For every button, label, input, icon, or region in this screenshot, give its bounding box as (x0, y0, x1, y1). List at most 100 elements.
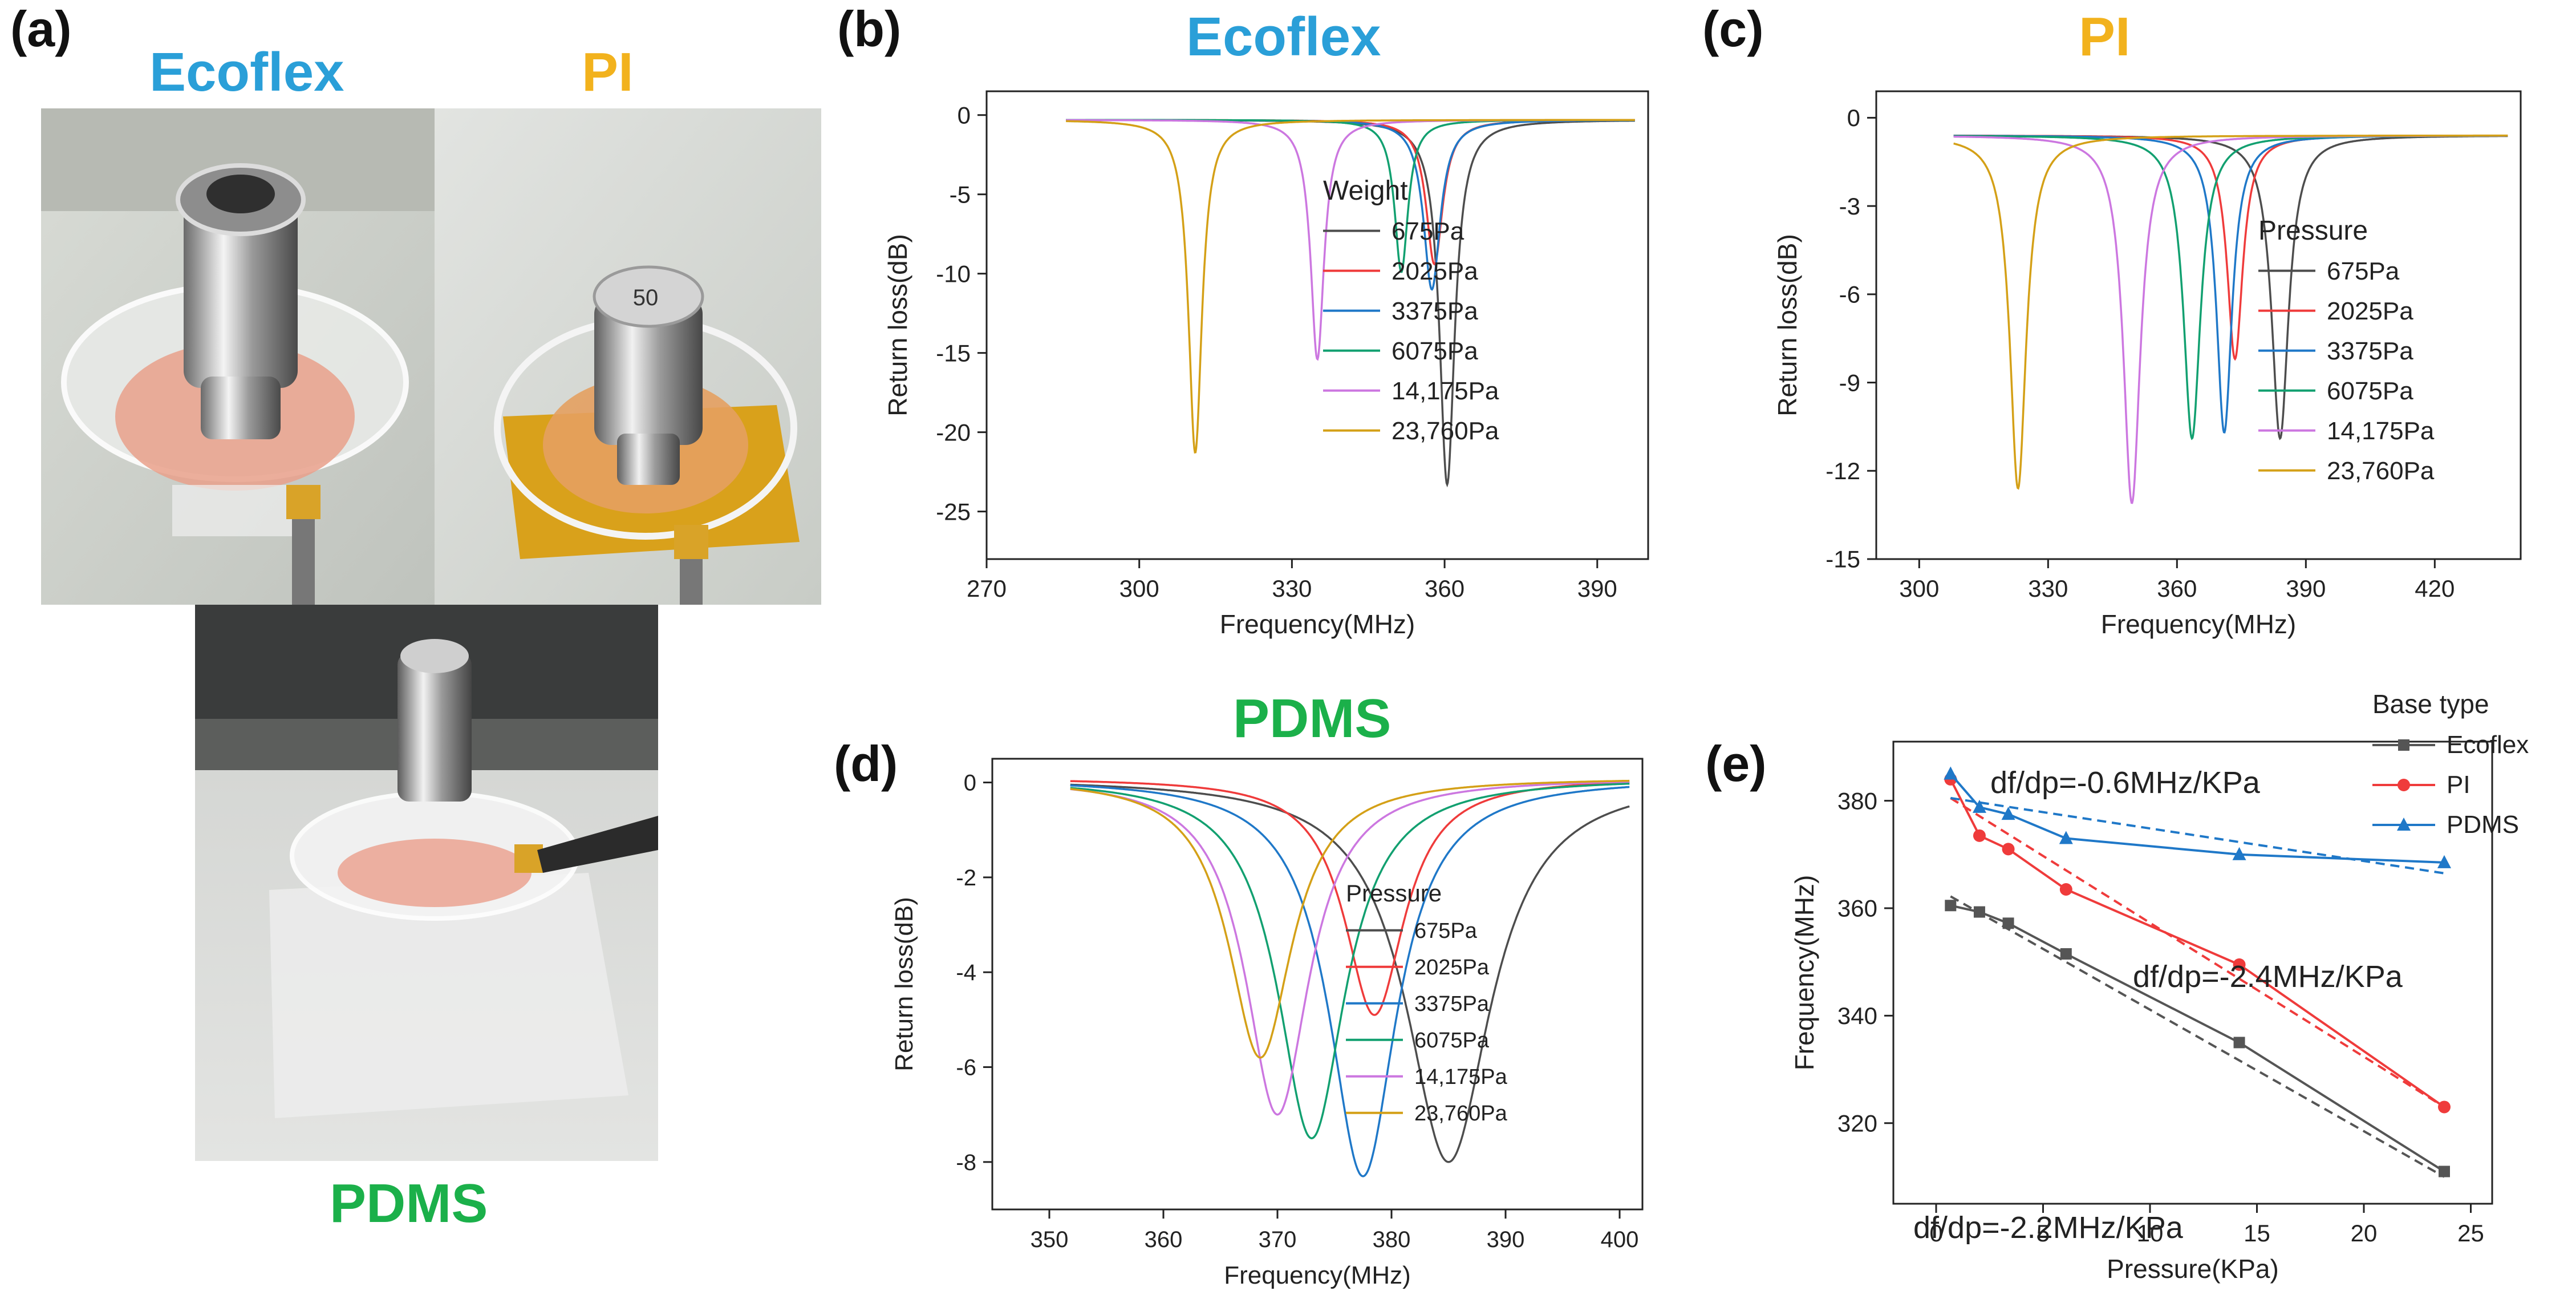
chart-c-x-tick-label: 390 (2286, 575, 2326, 602)
chart-d-y-tick-label: -8 (956, 1150, 976, 1175)
chart-d-x-tick-label: 390 (1487, 1227, 1525, 1252)
chart-e-legend-marker (2397, 818, 2411, 831)
photo-title-pi: PI (582, 42, 634, 103)
chart-d-x-tick-label: 350 (1031, 1227, 1069, 1252)
chart-b-legend-label: 675Pa (1392, 217, 1465, 245)
photo-pdms (195, 605, 658, 1161)
chart-d-x-tick-label: 380 (1373, 1227, 1411, 1252)
chart-b-x-axis-label: Frequency(MHz) (1220, 609, 1415, 639)
chart-e-series-line (1949, 779, 2445, 1108)
chart-b-x-tick-label: 360 (1425, 575, 1465, 602)
chart-b-y-tick-label: -15 (936, 339, 971, 366)
chart-b-x-tick-label: 300 (1119, 575, 1159, 602)
chart-e-x-tick-label: 25 (2457, 1220, 2484, 1247)
chart-e-y-tick-label: 320 (1837, 1110, 1877, 1136)
chart-e-x-tick-label: 20 (2351, 1220, 2378, 1247)
chart-c-y-tick-label: -3 (1839, 193, 1860, 220)
chart-e-y-tick-label: 380 (1837, 787, 1877, 814)
chart-e-series-line (1949, 773, 2445, 864)
chart-e-legend-label: PI (2447, 771, 2470, 799)
chart-e-x-tick-label: 5 (2037, 1220, 2050, 1247)
chart-b-legend-label: 6075Pa (1392, 337, 1478, 365)
chart-c-legend-label: 23,760Pa (2327, 457, 2435, 485)
panel-e-label: (e) (1705, 735, 1767, 792)
chart-c-pi: 300 330 360 390 420 0 -3 -6 -9 -12 -15 Frequency(MH… (1772, 90, 2522, 639)
chart-c-x-tick-label: 330 (2028, 575, 2068, 602)
chart-b-legend-label: 23,760Pa (1392, 417, 1499, 445)
chart-e-x-tick-label: 15 (2244, 1220, 2270, 1247)
chart-e-point (2438, 1100, 2451, 1114)
panel-c-label: (c) (1702, 1, 1764, 57)
chart-d-x-tick-label: 400 (1601, 1227, 1639, 1252)
chart-e-y-tick-label: 340 (1837, 1002, 1877, 1029)
chart-d-plot-frame (991, 758, 1644, 1211)
chart-d-legend-label: 14,175Pa (1414, 1065, 1508, 1089)
chart-b-legend-title: Weight (1323, 176, 1408, 206)
chart-e-point (2437, 855, 2451, 868)
chart-e-annotation: df/dp=-0.6MHz/KPa (1990, 766, 2261, 800)
chart-c-y-tick-label: -12 (1825, 458, 1860, 484)
chart-e-point (1944, 766, 1958, 780)
photo-ecoflex (41, 108, 435, 605)
chart-e-annotation: df/dp=-2.4MHz/KPa (2133, 960, 2403, 994)
chart-d-series-line (1070, 784, 1630, 1177)
chart-d-pdms: 350 360 370 380 390 400 0 -2 -4 -6 -8 Frequency(MHz… (890, 758, 1644, 1289)
chart-e-legend-marker (2397, 779, 2410, 791)
chart-c-x-tick-label: 420 (2415, 575, 2455, 602)
chart-e-legend-label: Ecoflex (2447, 731, 2529, 759)
chart-e-plot-frame (1892, 740, 2493, 1205)
chart-b-legend-label: 14,175Pa (1392, 377, 1499, 405)
chart-d-series-line (1070, 783, 1630, 1163)
chart-d-legend-label: 2025Pa (1414, 956, 1490, 980)
chart-e-fit-line (1950, 797, 2445, 1108)
chart-d-series-line (1070, 779, 1630, 1059)
chart-e-point (2060, 948, 2072, 960)
chart-b-y-tick-label: 0 (958, 102, 971, 128)
chart-e-point (1973, 906, 1985, 918)
chart-c-y-axis-label: Return loss(dB) (1772, 234, 1802, 416)
chart-e-annotation: df/dp=-2.2MHz/KPa (1913, 1211, 2184, 1245)
chart-c-x-axis-label: Frequency(MHz) (2101, 609, 2297, 639)
chart-b-x-tick-label: 330 (1272, 575, 1312, 602)
chart-c-series-line (1953, 135, 2508, 434)
chart-d-y-tick-label: 0 (964, 771, 976, 796)
chart-d-legend-label: 675Pa (1414, 919, 1478, 943)
chart-e-point (2439, 1166, 2450, 1177)
chart-d-legend-title: Pressure (1346, 880, 1442, 907)
chart-c-legend-label: 6075Pa (2327, 377, 2413, 405)
chart-c-series-line (1953, 135, 2508, 440)
chart-d-legend-label: 6075Pa (1414, 1029, 1490, 1053)
chart-e-point (2059, 883, 2072, 896)
chart-d-x-axis-label: Frequency(MHz) (1224, 1261, 1411, 1289)
chart-d-series-line (1070, 780, 1630, 1116)
chart-b-y-tick-label: -10 (936, 260, 971, 287)
chart-c-y-tick-label: -6 (1839, 281, 1860, 308)
chart-e-point (2232, 847, 2246, 860)
chart-d-x-tick-label: 360 (1145, 1227, 1183, 1252)
chart-b-series-line (1066, 119, 1635, 361)
chart-c-y-tick-label: -15 (1825, 546, 1860, 573)
chart-e-point (1945, 900, 1957, 912)
chart-e-x-tick-label: 0 (1929, 1220, 1942, 1247)
chart-e-frequency-vs-pressure: 0 5 10 15 20 25 320 340 360 380 Pressure(KPa) Frequ… (1790, 689, 2529, 1284)
chart-c-legend-label: 3375Pa (2327, 337, 2413, 365)
chart-c-series-line (1953, 135, 2508, 440)
chart-d-y-tick-label: -4 (956, 960, 976, 985)
chart-e-point (1973, 829, 1986, 842)
chart-b-plot-frame (985, 90, 1649, 560)
chart-b-y-tick-label: -20 (936, 419, 971, 446)
photo-title-pdms: PDMS (330, 1173, 488, 1234)
chart-e-legend-title: Base type (2372, 689, 2489, 719)
chart-e-point (2233, 1037, 2245, 1049)
panel-b-label: (b) (837, 1, 902, 57)
chart-b-y-tick-label: -25 (936, 498, 971, 525)
chart-c-title: PI (2079, 6, 2131, 67)
chart-e-y-axis-label: Frequency(MHz) (1790, 875, 1819, 1071)
chart-e-point (2002, 917, 2014, 929)
weight-marking: 50 (633, 285, 659, 310)
chart-b-x-tick-label: 270 (967, 575, 1007, 602)
chart-d-y-tick-label: -6 (956, 1055, 976, 1081)
chart-e-legend-label: PDMS (2447, 811, 2519, 839)
chart-e-point (2001, 807, 2015, 820)
chart-b-legend-label: 2025Pa (1392, 257, 1478, 285)
